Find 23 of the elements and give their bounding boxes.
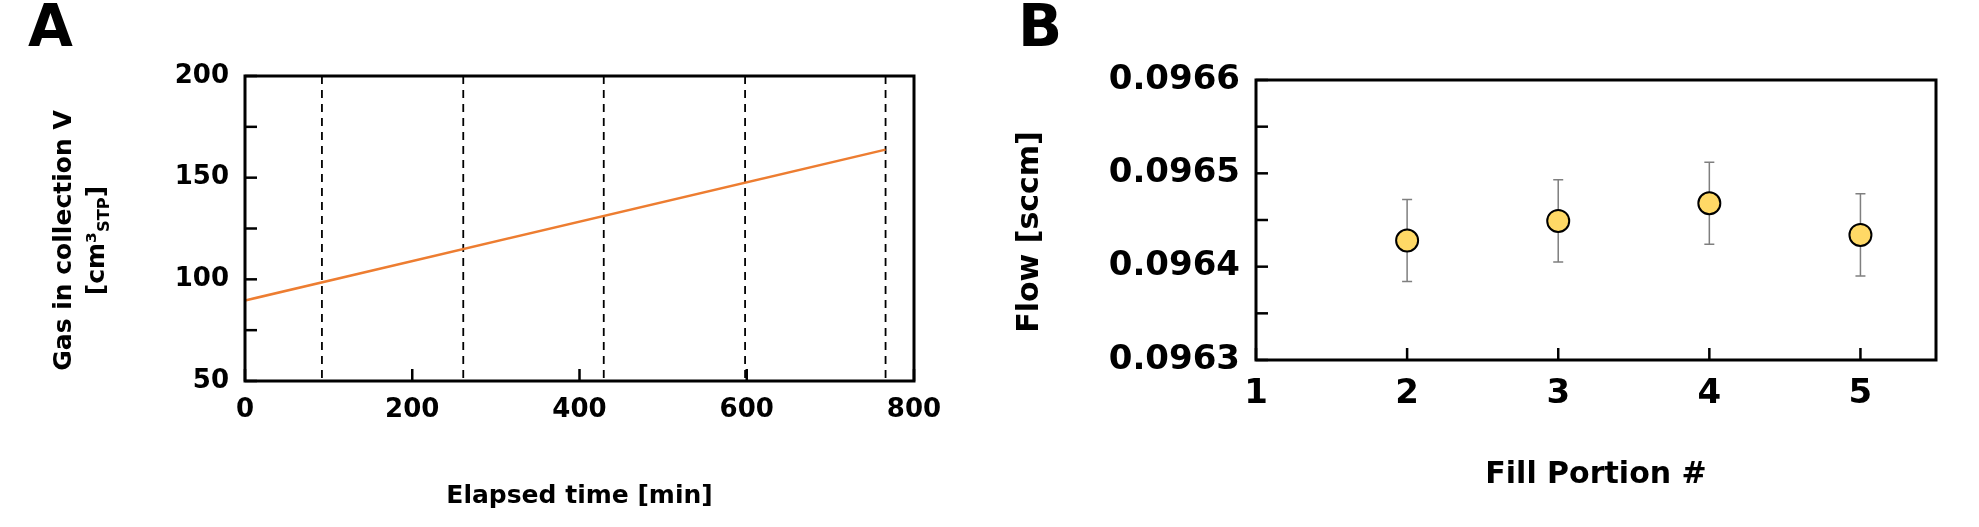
y-tick-label: 50 [192,363,229,394]
y-tick-label: 0.0963 [1108,336,1240,377]
y-axis-title: Flow [sccm] [1009,131,1045,333]
x-tick-label: 0 [235,393,255,424]
chart-title: A [28,0,73,61]
x-tick-label: 400 [552,393,607,424]
y-tick-label: 0.0964 [1108,243,1240,284]
x-axis-title: Fill Portion # [1485,454,1707,490]
x-tick-label: 5 [1848,371,1873,412]
chart-title: B [1018,0,1063,61]
x-tick-label: 4 [1697,371,1722,412]
x-axis-title: Elapsed time [min] [446,479,713,509]
x-tick-label: 800 [886,393,942,424]
x-tick-label: 2 [1395,371,1419,412]
x-tick-label: 1 [1244,371,1268,412]
x-tick-label: 600 [719,393,774,424]
y-tick-label: 0.0965 [1108,150,1240,191]
y-tick-label: 200 [174,58,229,89]
x-tick-label: 3 [1546,371,1571,412]
y-tick-label: 150 [174,160,229,191]
x-tick-label: 200 [385,393,440,424]
y-tick-label: 100 [174,262,229,293]
y-tick-label: 0.0966 [1108,56,1240,97]
